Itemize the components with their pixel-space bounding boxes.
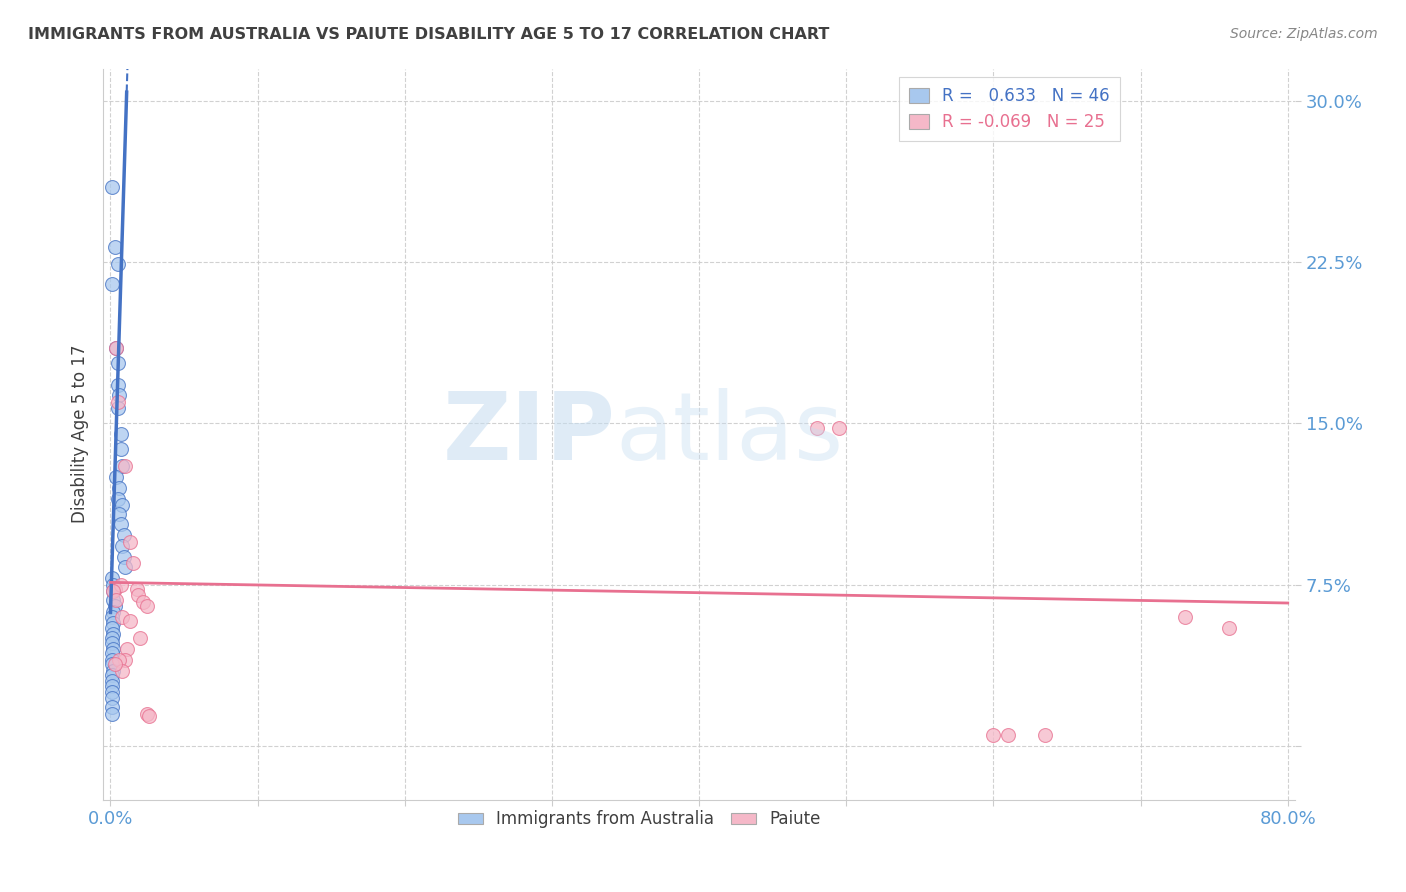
Point — [101, 179, 124, 194]
Point — [1218, 621, 1240, 635]
Point — [105, 592, 128, 607]
Point — [828, 420, 851, 434]
Point — [107, 356, 129, 370]
Point — [101, 277, 124, 291]
Point — [111, 609, 134, 624]
Point — [101, 706, 124, 721]
Point — [132, 595, 155, 609]
Point — [101, 646, 124, 660]
Point — [104, 657, 127, 671]
Text: Source: ZipAtlas.com: Source: ZipAtlas.com — [1230, 27, 1378, 41]
Point — [111, 459, 134, 474]
Point — [1174, 609, 1197, 624]
Text: ZIP: ZIP — [443, 388, 616, 480]
Point — [103, 642, 125, 657]
Point — [101, 685, 124, 699]
Point — [127, 588, 149, 602]
Point — [110, 442, 132, 456]
Point — [105, 341, 128, 355]
Legend: Immigrants from Australia, Paiute: Immigrants from Australia, Paiute — [451, 804, 828, 835]
Point — [101, 571, 124, 585]
Point — [129, 632, 152, 646]
Point — [112, 549, 135, 564]
Point — [1033, 728, 1056, 742]
Point — [103, 592, 125, 607]
Point — [101, 674, 124, 689]
Text: atlas: atlas — [616, 388, 844, 480]
Point — [136, 599, 159, 613]
Point — [114, 560, 136, 574]
Point — [112, 528, 135, 542]
Point — [997, 728, 1019, 742]
Point — [101, 657, 124, 671]
Point — [101, 635, 124, 649]
Point — [108, 507, 131, 521]
Point — [107, 491, 129, 506]
Point — [101, 700, 124, 714]
Point — [118, 614, 141, 628]
Point — [136, 706, 159, 721]
Point — [107, 394, 129, 409]
Point — [108, 653, 131, 667]
Point — [983, 728, 1005, 742]
Point — [105, 341, 128, 355]
Text: IMMIGRANTS FROM AUSTRALIA VS PAIUTE DISABILITY AGE 5 TO 17 CORRELATION CHART: IMMIGRANTS FROM AUSTRALIA VS PAIUTE DISA… — [28, 27, 830, 42]
Point — [103, 616, 125, 631]
Point — [104, 240, 127, 254]
Point — [101, 679, 124, 693]
Point — [107, 257, 129, 271]
Point — [101, 609, 124, 624]
Point — [103, 584, 125, 599]
Point — [101, 668, 124, 682]
Point — [105, 470, 128, 484]
Point — [121, 556, 143, 570]
Point — [111, 498, 134, 512]
Point — [101, 632, 124, 646]
Point — [103, 584, 125, 599]
Point — [114, 653, 136, 667]
Point — [110, 427, 132, 442]
Point — [110, 577, 132, 591]
Point — [104, 599, 127, 613]
Point — [101, 621, 124, 635]
Point — [103, 627, 125, 641]
Point — [114, 459, 136, 474]
Point — [103, 606, 125, 620]
Point — [111, 539, 134, 553]
Point — [118, 534, 141, 549]
Point — [103, 577, 125, 591]
Point — [107, 377, 129, 392]
Point — [110, 517, 132, 532]
Point — [125, 582, 148, 596]
Point — [806, 420, 828, 434]
Point — [104, 582, 127, 596]
Point — [111, 664, 134, 678]
Y-axis label: Disability Age 5 to 17: Disability Age 5 to 17 — [72, 345, 89, 524]
Point — [108, 481, 131, 495]
Point — [101, 691, 124, 706]
Point — [107, 401, 129, 416]
Point — [103, 664, 125, 678]
Point — [101, 653, 124, 667]
Point — [138, 708, 160, 723]
Point — [115, 642, 138, 657]
Point — [108, 388, 131, 402]
